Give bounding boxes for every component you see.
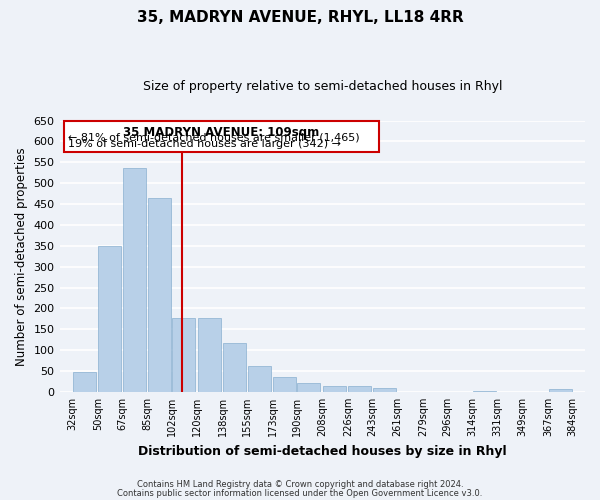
Text: Contains public sector information licensed under the Open Government Licence v3: Contains public sector information licen… bbox=[118, 488, 482, 498]
Bar bbox=[248, 366, 271, 392]
FancyBboxPatch shape bbox=[64, 122, 379, 152]
Bar bbox=[122, 168, 146, 392]
Y-axis label: Number of semi-detached properties: Number of semi-detached properties bbox=[15, 147, 28, 366]
Bar bbox=[373, 388, 395, 392]
Text: 35 MADRYN AVENUE: 109sqm: 35 MADRYN AVENUE: 109sqm bbox=[124, 126, 320, 139]
Bar bbox=[273, 378, 296, 392]
Bar bbox=[323, 386, 346, 392]
Bar bbox=[223, 342, 247, 392]
Bar bbox=[73, 372, 96, 392]
Bar bbox=[148, 198, 171, 392]
Bar bbox=[172, 318, 196, 392]
Text: 35, MADRYN AVENUE, RHYL, LL18 4RR: 35, MADRYN AVENUE, RHYL, LL18 4RR bbox=[137, 10, 463, 25]
Bar bbox=[473, 390, 496, 392]
Text: ← 81% of semi-detached houses are smaller (1,465): ← 81% of semi-detached houses are smalle… bbox=[68, 132, 359, 142]
Text: 19% of semi-detached houses are larger (342) →: 19% of semi-detached houses are larger (… bbox=[68, 139, 341, 149]
Bar bbox=[349, 386, 371, 392]
Bar bbox=[98, 246, 121, 392]
Title: Size of property relative to semi-detached houses in Rhyl: Size of property relative to semi-detach… bbox=[143, 80, 502, 93]
Bar bbox=[548, 388, 572, 392]
X-axis label: Distribution of semi-detached houses by size in Rhyl: Distribution of semi-detached houses by … bbox=[138, 444, 506, 458]
Bar bbox=[198, 318, 221, 392]
Bar bbox=[297, 382, 320, 392]
Text: Contains HM Land Registry data © Crown copyright and database right 2024.: Contains HM Land Registry data © Crown c… bbox=[137, 480, 463, 489]
